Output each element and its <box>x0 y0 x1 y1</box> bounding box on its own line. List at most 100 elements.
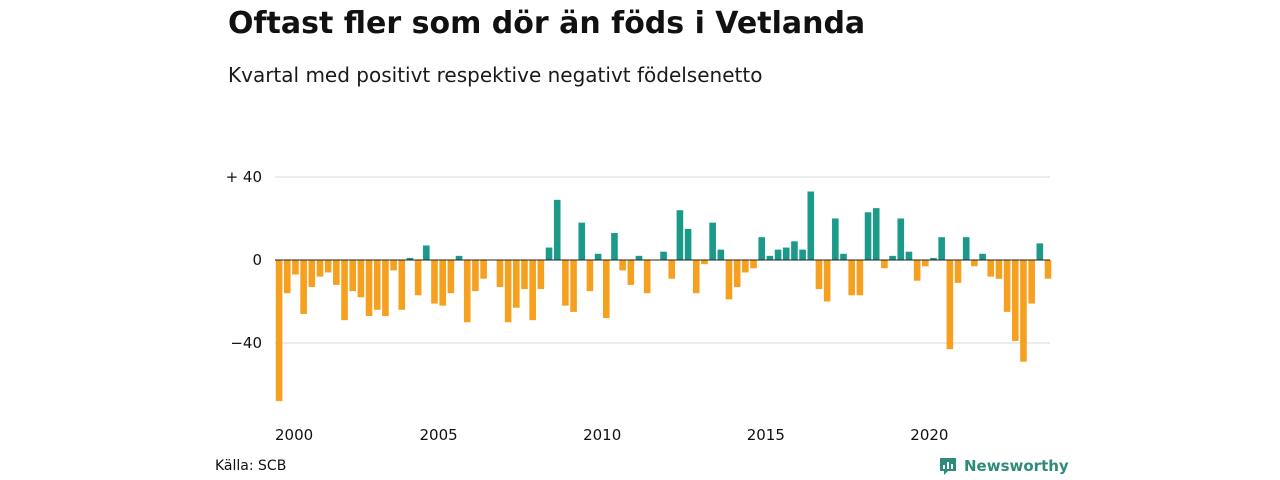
bar-2000-k4 <box>300 260 307 314</box>
chart-title: Oftast fler som dör än föds i Vetlanda <box>228 6 866 41</box>
bar-2021-k2 <box>971 260 978 267</box>
bar-2022-k1 <box>995 260 1003 279</box>
bar-2003-k3 <box>390 260 397 271</box>
y-tick-label: 0 <box>252 251 262 269</box>
y-axis-ticks: + 40 0 −40 <box>226 168 262 352</box>
chart-subtitle: Kvartal med positivt respektive negativt… <box>228 63 763 87</box>
bar-2023-k2 <box>1036 243 1044 260</box>
bar-2009-k2 <box>578 222 586 260</box>
bar-2017-k2 <box>840 253 847 260</box>
bar-2010-k1 <box>602 260 610 319</box>
brand-name: Newsworthy <box>964 457 1069 475</box>
bar-2014-k2 <box>742 260 749 273</box>
bar-2013-k3 <box>717 249 725 261</box>
y-tick-label: −40 <box>230 334 262 352</box>
bar-2017-k1 <box>832 218 839 260</box>
bar-2016-k1 <box>799 249 806 261</box>
bar-2005-k4 <box>463 260 471 323</box>
bar-2015-k3 <box>782 247 790 260</box>
bar-2013-k4 <box>725 260 733 300</box>
newsworthy-logo-icon <box>940 458 956 475</box>
bar-2010-k4 <box>627 260 635 285</box>
bar-2001-k2 <box>316 260 324 277</box>
bar-2011-k4 <box>660 251 667 260</box>
bar-2019-k2 <box>905 251 913 260</box>
bar-2022-k3 <box>1011 260 1019 341</box>
bar-2020-k3 <box>946 260 954 350</box>
bar-2000-k2 <box>283 260 291 294</box>
bar-2016-k4 <box>823 260 831 302</box>
bar-2009-k1 <box>570 260 577 312</box>
bar-2011-k1 <box>635 255 643 260</box>
bar-2020-k4 <box>954 260 962 283</box>
bar-2023-k3 <box>1044 260 1052 279</box>
bar-2015-k1 <box>766 255 774 260</box>
bar-2021-k1 <box>962 237 970 260</box>
bar-2018-k1 <box>864 212 872 260</box>
bar-2007-k3 <box>521 260 528 290</box>
bar-2018-k2 <box>872 208 880 261</box>
bar-2001-k3 <box>324 260 332 273</box>
bar-2003-k1 <box>373 260 381 310</box>
bar-2013-k1 <box>701 260 708 265</box>
bar-2008-k4 <box>562 260 569 306</box>
bar-2018-k3 <box>881 260 888 269</box>
bar-2010-k3 <box>619 260 626 271</box>
bar-2018-k4 <box>889 255 896 260</box>
bar-2006-k2 <box>480 260 487 279</box>
bar-2019-k3 <box>913 260 921 281</box>
x-tick-label: 2010 <box>583 426 621 444</box>
bar-2021-k4 <box>987 260 995 277</box>
source-label: Källa: SCB <box>215 458 287 474</box>
bar-2013-k2 <box>709 222 716 260</box>
bar-2017-k3 <box>848 260 855 296</box>
bars <box>275 191 1052 402</box>
bar-2020-k1 <box>930 257 937 260</box>
bar-2010-k2 <box>611 233 618 260</box>
bar-2007-k2 <box>513 260 520 308</box>
bar-2023-k1 <box>1028 260 1035 304</box>
bar-2002-k4 <box>365 260 373 317</box>
bar-2005-k1 <box>439 260 446 306</box>
bar-2011-k2 <box>643 260 651 294</box>
bar-2006-k1 <box>472 260 479 292</box>
bar-2009-k3 <box>586 260 594 292</box>
x-tick-label: 2015 <box>747 426 785 444</box>
bar-2012-k1 <box>668 260 676 279</box>
bar-2005-k2 <box>447 260 455 294</box>
bar-2016-k2 <box>807 191 815 260</box>
bar-2020-k2 <box>938 237 945 260</box>
bar-2016-k3 <box>815 260 823 290</box>
bar-2022-k2 <box>1003 260 1011 312</box>
bar-2003-k2 <box>382 260 389 317</box>
y-tick-label: + 40 <box>226 168 262 186</box>
bar-2000-k1 <box>275 260 283 402</box>
bar-2007-k1 <box>504 260 512 323</box>
bar-2005-k3 <box>455 255 463 260</box>
bar-2012-k4 <box>692 260 700 294</box>
bar-2001-k4 <box>333 260 340 285</box>
bar-2008-k3 <box>553 199 561 260</box>
bar-2015-k2 <box>774 249 782 261</box>
bar-2014-k3 <box>750 260 757 269</box>
bar-2004-k3 <box>423 245 430 260</box>
bar-2022-k4 <box>1020 260 1027 362</box>
brand-logo: Newsworthy <box>938 456 1069 476</box>
bar-2008-k2 <box>545 247 553 260</box>
bar-2002-k2 <box>349 260 357 292</box>
bar-2004-k2 <box>414 260 422 296</box>
bar-2002-k3 <box>357 260 365 298</box>
bar-2006-k4 <box>496 260 504 287</box>
bar-2019-k4 <box>922 260 929 267</box>
bar-2007-k4 <box>529 260 536 321</box>
x-tick-label: 2020 <box>910 426 948 444</box>
bar-2004-k1 <box>406 257 414 260</box>
bar-2019-k1 <box>897 218 905 260</box>
bar-2012-k3 <box>684 228 692 261</box>
x-tick-label: 2005 <box>420 426 458 444</box>
bar-2002-k1 <box>341 260 348 321</box>
bar-2003-k4 <box>398 260 406 310</box>
bar-2015-k4 <box>791 241 798 260</box>
bar-2008-k1 <box>537 260 545 290</box>
bar-2001-k1 <box>308 260 316 287</box>
